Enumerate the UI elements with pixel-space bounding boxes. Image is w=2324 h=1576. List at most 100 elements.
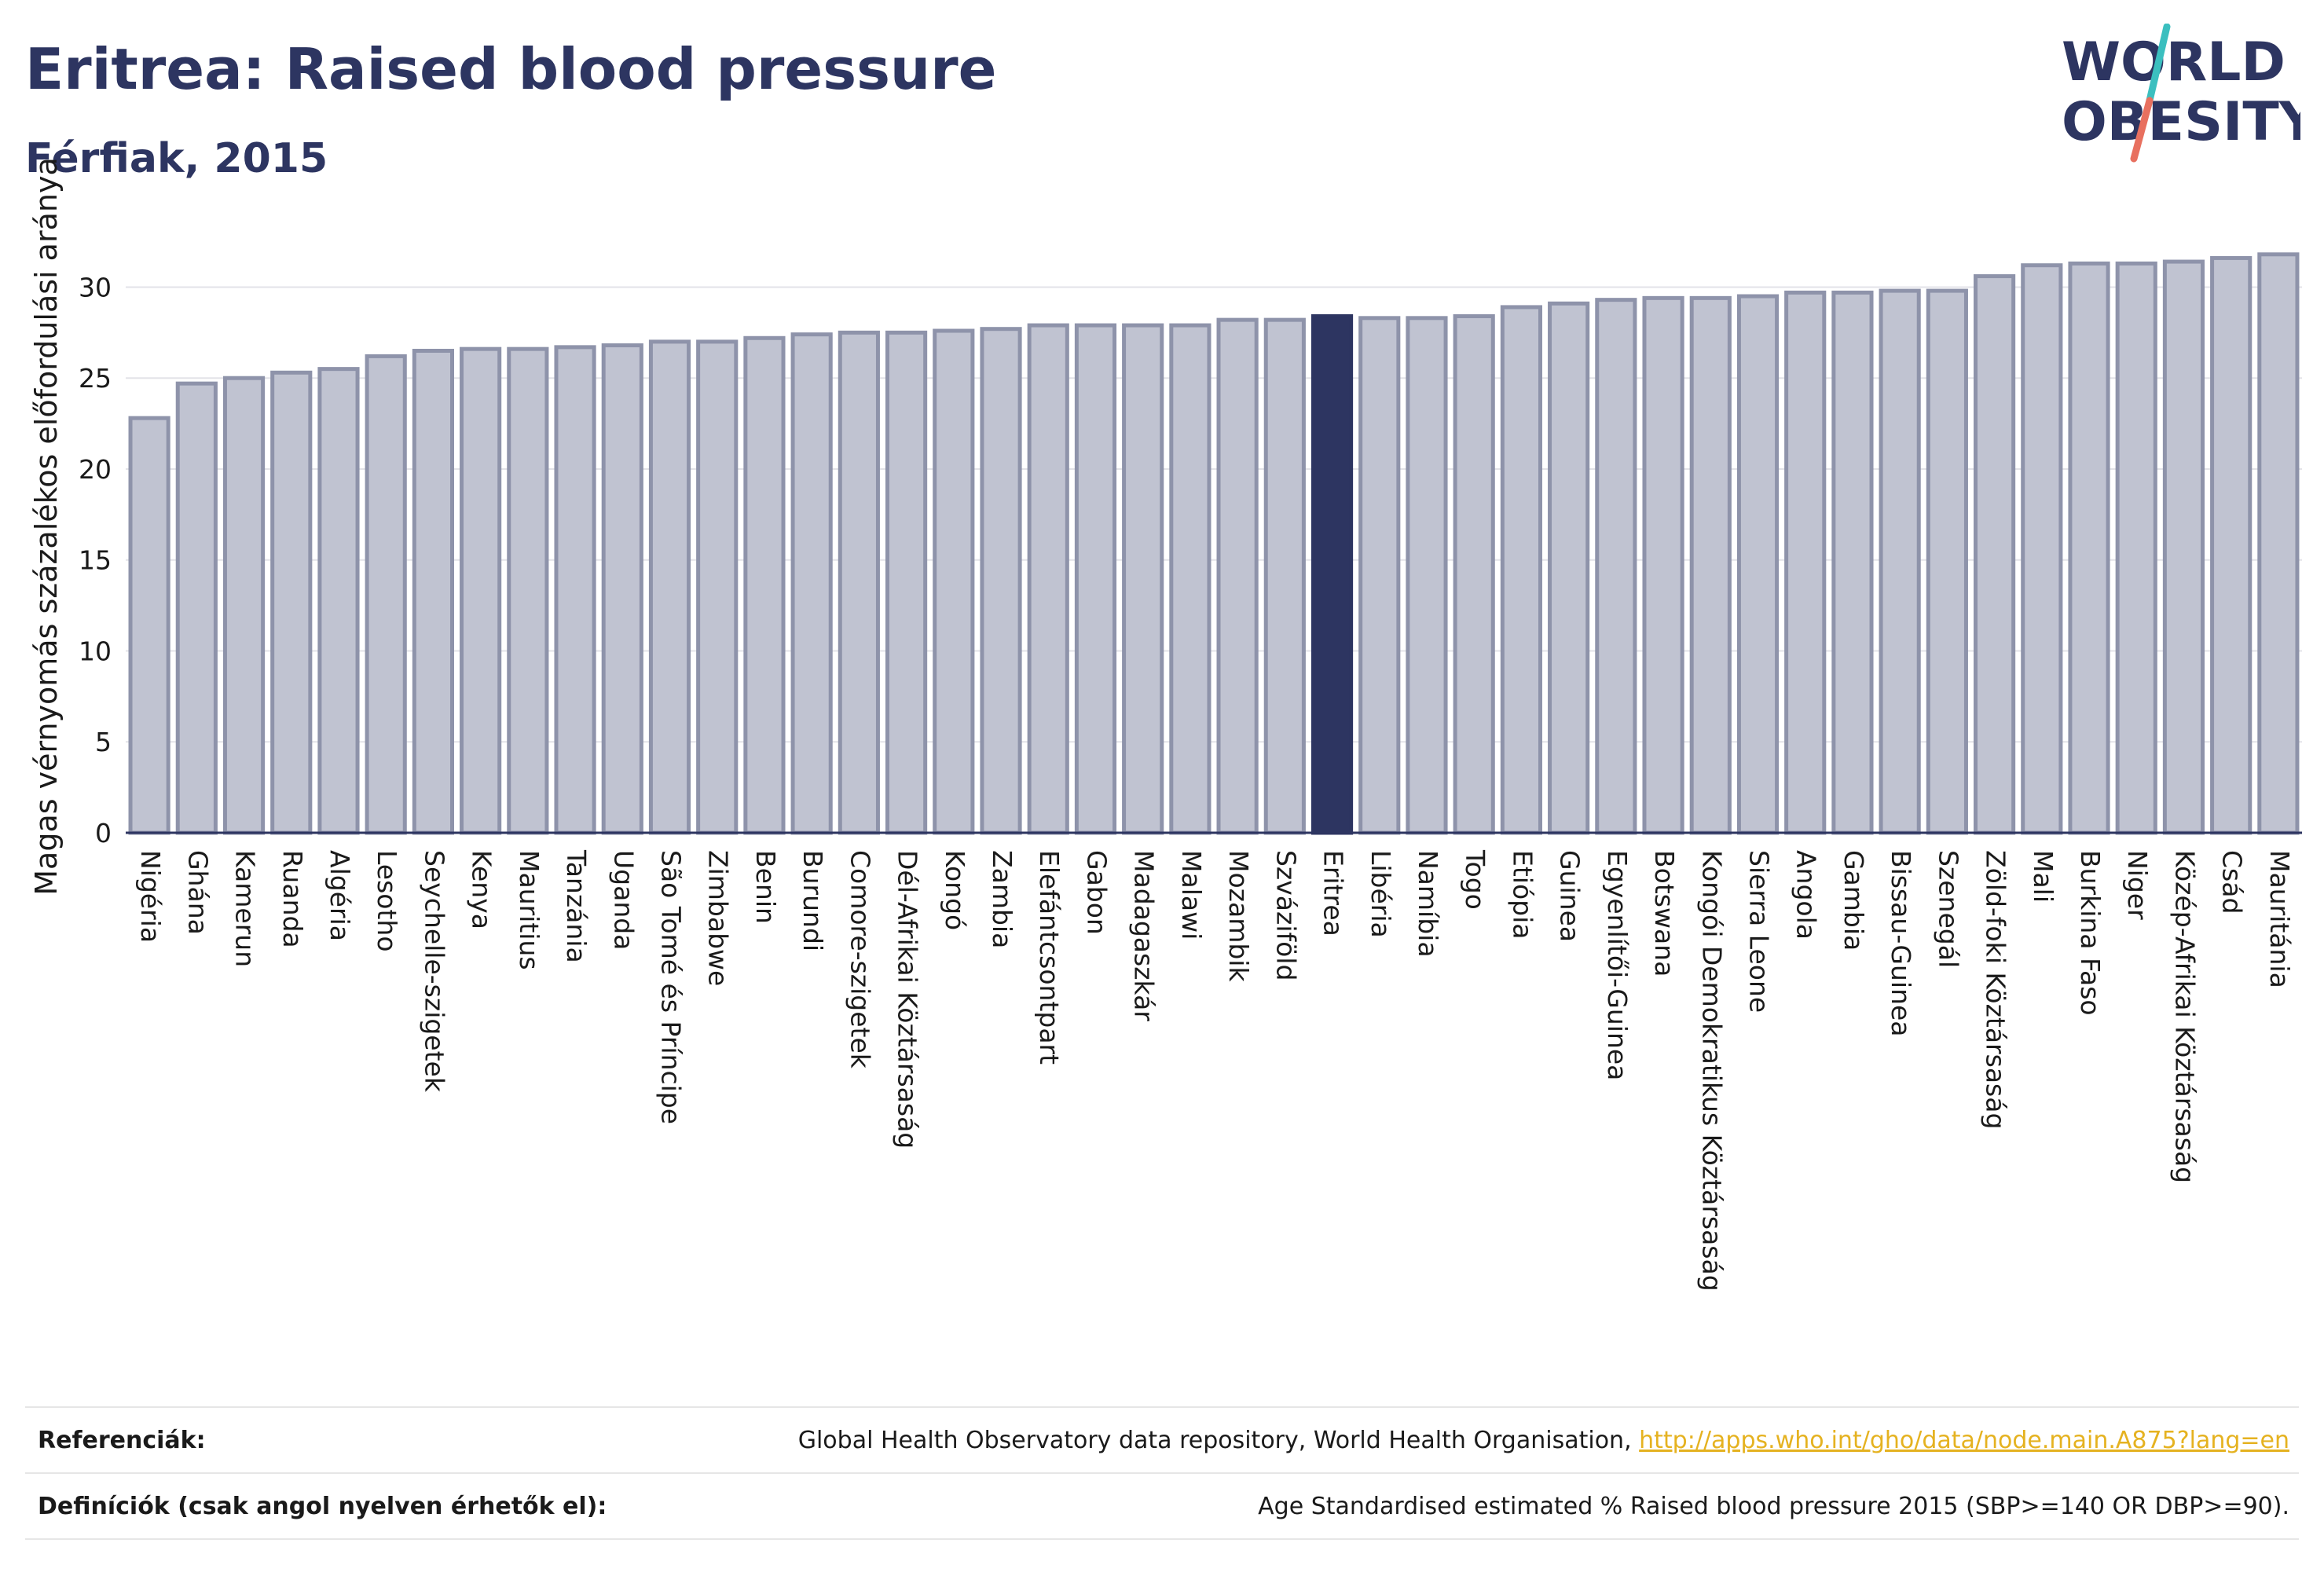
bar: [1642, 295, 1684, 835]
x-tick-label: Zimbabwe: [703, 850, 734, 986]
bar: [1263, 317, 1306, 835]
x-tick-label: Közép-Afrikai Köztársaság: [2169, 850, 2200, 1183]
logo-text-obesity: OBESITY: [2062, 91, 2300, 153]
bar: [601, 343, 643, 835]
x-tick-label: Ruanda: [277, 850, 308, 948]
y-tick-label: 5: [95, 727, 112, 757]
x-axis-ticks: Nigéria Ghána Kamerun Ruanda Algéria Lesotho S…: [135, 849, 2295, 1292]
bar: [1689, 295, 1732, 835]
bar: [2115, 261, 2157, 835]
x-tick-label: Egyenlítői-Guinea: [1602, 850, 1633, 1080]
y-tick-label: 15: [79, 545, 112, 576]
bar: [2068, 261, 2110, 835]
x-tick-label: Etiópia: [1507, 850, 1538, 940]
x-tick-label: Ghána: [182, 850, 213, 935]
bar: [1879, 288, 1921, 835]
bars: [128, 252, 2300, 835]
bar: [2257, 252, 2300, 835]
bar: [1027, 323, 1069, 835]
bar: [743, 335, 786, 835]
references-text: Global Health Observatory data repositor…: [797, 1426, 1640, 1454]
y-tick-label: 25: [79, 363, 112, 394]
x-tick-label: Namíbia: [1413, 850, 1443, 958]
bar: [1736, 294, 1780, 835]
x-tick-label: Benin: [750, 850, 781, 924]
bar: [885, 330, 928, 835]
bar: [1926, 288, 1968, 835]
x-tick-label: Seychelle-szigetek: [419, 850, 449, 1093]
x-tick-label: Mauritius: [514, 850, 544, 970]
x-tick-label: Madagaszkár: [1129, 850, 1160, 1021]
bar: [1548, 301, 1590, 835]
bar: [222, 376, 266, 835]
bar: [1169, 323, 1211, 835]
references-value: Global Health Observatory data repositor…: [798, 1427, 2299, 1454]
bar: [1831, 290, 1874, 835]
x-tick-label: Zöld-foki Köztársaság: [1981, 850, 2011, 1129]
y-tick-label: 10: [79, 636, 112, 666]
x-tick-label: Malawi: [1176, 850, 1207, 940]
x-tick-label: Kongó: [940, 850, 970, 930]
x-tick-label: Szenegál: [1933, 850, 1963, 968]
x-tick-label: Tanzánia: [561, 849, 592, 963]
bar: [175, 381, 218, 835]
bar: [507, 346, 549, 835]
bar: [2210, 255, 2253, 835]
bar: [696, 339, 739, 835]
x-tick-label: Kongói Demokratikus Köztársaság: [1696, 850, 1727, 1292]
y-tick-label: 0: [95, 818, 112, 848]
x-tick-label: Elefántcsontpart: [1034, 850, 1065, 1065]
x-tick-label: Kamerun: [230, 850, 261, 967]
x-tick-label: Comore-szigetek: [845, 850, 875, 1069]
world-obesity-logo: WORLD OBESITY: [2062, 24, 2300, 163]
x-tick-label: Guinea: [1555, 850, 1585, 942]
x-tick-label: Burkina Faso: [2075, 850, 2106, 1016]
definitions-row: Definíciók (csak angol nyelven érhetők e…: [25, 1472, 2299, 1540]
bar: [980, 327, 1022, 835]
x-tick-label: Mozambik: [1223, 850, 1254, 982]
bar: [128, 416, 170, 835]
bar: [1216, 317, 1259, 835]
y-axis-label: Magas vérnyomás százalékos előfordulási …: [29, 157, 64, 895]
definitions-text: Age Standardised estimated % Raised bloo…: [1258, 1492, 2289, 1520]
bar: [2021, 263, 2063, 835]
bar: [1074, 323, 1117, 835]
bar: [1358, 316, 1401, 835]
chart-subtitle: Férfiak, 2015: [25, 135, 328, 182]
x-tick-label: São Tomé és Príncipe: [656, 850, 687, 1124]
x-tick-label: Niger: [2122, 850, 2153, 920]
x-tick-label: Mauritánia: [2264, 850, 2295, 988]
x-tick-label: Nigéria: [135, 850, 166, 943]
y-tick-label: 30: [79, 272, 112, 302]
x-tick-label: Burundi: [797, 850, 828, 951]
references-link[interactable]: http://apps.who.int/gho/data/node.main.A…: [1639, 1426, 2289, 1454]
references-row: Referenciák: Global Health Observatory d…: [25, 1406, 2299, 1472]
x-tick-label: Bissau-Guinea: [1886, 850, 1916, 1037]
bar: [554, 345, 596, 835]
bar: [1406, 316, 1448, 835]
logo-slash-top: [2146, 24, 2171, 104]
bar: [2162, 259, 2205, 835]
bar: [317, 367, 360, 835]
x-tick-label: Angola: [1791, 850, 1822, 940]
x-tick-label: Sierra Leone: [1744, 850, 1775, 1013]
bar: [1595, 298, 1637, 835]
x-tick-label: Gambia: [1838, 850, 1869, 951]
bar: [648, 339, 691, 835]
bar: [1784, 290, 1827, 835]
x-tick-label: Uganda: [608, 850, 639, 950]
chart-title: Eritrea: Raised blood pressure: [25, 36, 997, 102]
bar: [460, 346, 502, 835]
x-tick-label: Togo: [1460, 849, 1490, 910]
x-tick-label: Zambia: [987, 850, 1017, 948]
bar-highlighted: [1310, 313, 1354, 835]
bar: [1974, 274, 2016, 835]
bar: [412, 348, 455, 835]
bar: [1122, 323, 1164, 835]
y-tick-label: 20: [79, 454, 112, 485]
bar: [838, 330, 880, 835]
definitions-label: Definíciók (csak angol nyelven érhetők e…: [38, 1492, 607, 1520]
x-tick-label: Dél-Afrikai Köztársaság: [893, 850, 923, 1149]
x-tick-label: Libéria: [1365, 850, 1396, 938]
logo-text-world: WORLD: [2062, 31, 2286, 93]
